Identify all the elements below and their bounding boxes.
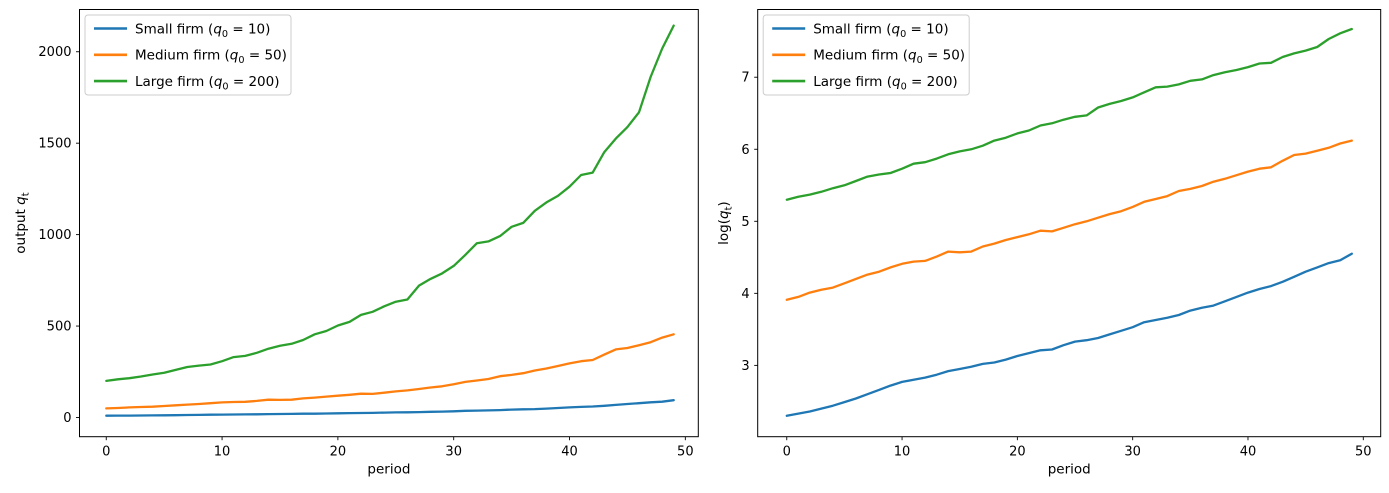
legend-item-small-firm: Small firm (q0 = 10) <box>94 21 270 40</box>
legend-label-large-firm: Large firm (q0 = 200) <box>813 74 958 93</box>
x-tick-label: 10 <box>894 445 911 460</box>
x-axis: 0 10 20 30 40 50 period <box>783 436 1372 478</box>
x-axis-label: period <box>367 462 410 478</box>
line-medium-firm <box>785 139 1353 301</box>
axes-frame <box>757 9 1382 438</box>
y-axis: 0 500 1000 1500 2000 output qt <box>13 45 80 426</box>
legend-label-medium-firm: Medium firm (q0 = 50) <box>813 48 965 67</box>
legend-item-large-firm: Large firm (q0 = 200) <box>772 74 958 93</box>
output-panel: 0 10 20 30 40 50 period 0 500 1000 1500 2000 output … <box>13 9 699 478</box>
y-axis: 3 4 5 6 7 log(qt) <box>716 71 758 374</box>
line-large-firm <box>785 27 1353 201</box>
legend-item-large-firm: Large firm (q0 = 200) <box>94 74 280 93</box>
log-output-panel: 0 10 20 30 40 50 period 3 4 5 6 7 log(qt) Small firm … <box>716 9 1382 478</box>
line-large-firm <box>105 24 675 383</box>
legend-label-medium-firm: Medium firm (q0 = 50) <box>135 48 287 67</box>
legend: Small firm (q0 = 10) Medium firm (q0 = 50… <box>762 14 970 96</box>
y-tick-label: 5 <box>741 215 749 230</box>
line-small-firm <box>785 252 1353 417</box>
legend-label-large-firm: Large firm (q0 = 200) <box>135 74 280 93</box>
x-tick-label: 30 <box>1124 445 1141 460</box>
legend-box <box>84 14 292 96</box>
y-tick-label: 2000 <box>38 45 71 60</box>
y-tick-label: 0 <box>63 411 71 426</box>
axes-frame <box>79 9 699 438</box>
x-tick-label: 0 <box>783 445 791 460</box>
x-tick-label: 10 <box>214 445 231 460</box>
x-tick-label: 40 <box>1240 445 1257 460</box>
y-tick-label: 500 <box>47 320 72 335</box>
legend-label-small-firm: Small firm (q0 = 10) <box>135 21 270 40</box>
y-axis-label: log(qt) <box>716 201 735 245</box>
y-tick-label: 7 <box>741 71 749 86</box>
line-medium-firm <box>105 333 675 410</box>
y-axis-label: output qt <box>13 192 32 253</box>
legend: Small firm (q0 = 10) Medium firm (q0 = 50… <box>84 14 292 96</box>
legend-item-medium-firm: Medium firm (q0 = 50) <box>772 48 965 67</box>
x-tick-label: 50 <box>677 445 694 460</box>
y-tick-label: 6 <box>741 143 749 158</box>
line-small-firm <box>105 399 675 417</box>
x-tick-label: 40 <box>561 445 578 460</box>
x-tick-label: 50 <box>1355 445 1372 460</box>
y-tick-label: 3 <box>741 359 749 374</box>
x-tick-label: 0 <box>102 445 110 460</box>
x-tick-label: 20 <box>330 445 347 460</box>
legend-label-small-firm: Small firm (q0 = 10) <box>813 21 948 40</box>
y-tick-label: 1000 <box>38 228 71 243</box>
y-tick-label: 4 <box>741 287 749 302</box>
x-axis: 0 10 20 30 40 50 period <box>102 436 694 478</box>
legend-item-medium-firm: Medium firm (q0 = 50) <box>94 48 287 67</box>
legend-box <box>762 14 970 96</box>
legend-item-small-firm: Small firm (q0 = 10) <box>772 21 949 40</box>
y-tick-label: 1500 <box>38 137 71 152</box>
x-tick-label: 30 <box>445 445 462 460</box>
x-axis-label: period <box>1048 462 1091 478</box>
x-tick-label: 20 <box>1009 445 1026 460</box>
